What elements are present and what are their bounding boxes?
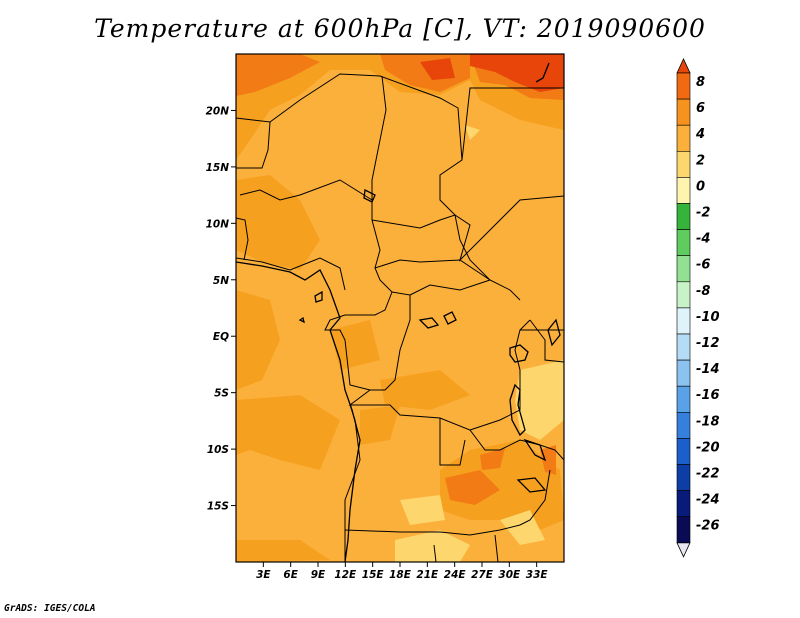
colorbar-top-arrow (676, 58, 691, 74)
lon-tick-label: 21E (416, 569, 439, 581)
colorbar-label: -18 (696, 414, 720, 429)
colorbar-label: 8 (696, 75, 705, 90)
colorbar-segment (676, 464, 691, 491)
colorbar-label: -14 (696, 362, 720, 377)
colorbar-label: 0 (696, 179, 705, 194)
lon-tick-label: 27E (471, 569, 494, 581)
lat-tick-label: 5S (214, 388, 229, 400)
lon-tick-label: 9E (311, 569, 326, 581)
lat-tick-label: 20N (206, 105, 230, 117)
colorbar-segment (676, 385, 691, 413)
colorbar-label: -2 (696, 206, 710, 221)
colorbar: 8 6 4 2 0 -2 -4 -6 -8 -10 -12 -14 -16 -18 -20 -22 -24 -26 (676, 58, 720, 558)
colorbar-label: -6 (696, 258, 710, 273)
colorbar-segment (676, 307, 691, 335)
country-boundaries (236, 73, 564, 562)
colorbar-segment (676, 490, 691, 518)
coastline (236, 62, 561, 562)
lat-tick-label: 15S (207, 501, 229, 513)
colorbar-label: 2 (696, 153, 705, 168)
colorbar-segment (676, 177, 691, 204)
lat-tick-label: EQ (213, 331, 229, 343)
colorbar-bottom-arrow (676, 542, 691, 558)
lon-tick-label: 15E (362, 569, 385, 581)
latitude-axis: 20N 15N 10N 5N EQ 5S 10S 15S (206, 105, 236, 513)
colorbar-segment (676, 411, 691, 439)
colorbar-segment (676, 281, 691, 309)
colorbar-label: 6 (696, 101, 705, 116)
colorbar-segment (676, 203, 691, 230)
colorbar-segment (676, 229, 691, 257)
colorbar-label: -24 (696, 493, 720, 508)
colorbar-segment (676, 333, 691, 361)
lon-tick-label: 3E (256, 569, 271, 581)
colorbar-segment (676, 516, 691, 544)
lon-tick-label: 30E (498, 569, 521, 581)
colorbar-label: 4 (695, 127, 705, 142)
lat-tick-label: 10S (207, 444, 229, 456)
colorbar-label: -20 (696, 440, 720, 455)
map-title: Temperature at 600hPa [C], VT: 201909060… (94, 14, 706, 43)
lon-tick-label: 6E (283, 569, 298, 581)
colorbar-segment (676, 255, 691, 283)
colorbar-label: -22 (696, 467, 720, 482)
colorbar-label: -12 (696, 336, 720, 351)
longitude-axis: 3E 6E 9E 12E 15E 18E 21E 24E 27E 30E 33E (256, 562, 548, 581)
colorbar-label: -8 (696, 284, 710, 299)
field-minus2to0 (395, 125, 564, 562)
colorbar-segment (676, 72, 691, 100)
colorbar-label: -10 (696, 310, 720, 325)
grads-credit: GrADS: IGES/COLA (4, 603, 96, 614)
lon-tick-label: 24E (444, 569, 467, 581)
lon-tick-label: 18E (389, 569, 412, 581)
colorbar-segment (676, 124, 691, 152)
lat-tick-label: 5N (213, 275, 229, 287)
colorbar-segment (676, 151, 691, 178)
temperature-field (236, 54, 564, 562)
lon-tick-label: 33E (526, 569, 549, 581)
colorbar-segment (676, 359, 691, 387)
lat-tick-label: 15N (206, 162, 230, 174)
colorbar-label: -16 (696, 388, 720, 403)
lat-tick-label: 10N (206, 218, 230, 230)
colorbar-segment (676, 98, 691, 126)
lon-tick-label: 12E (334, 569, 357, 581)
field-6to8 (420, 54, 564, 92)
colorbar-segment (676, 438, 691, 465)
colorbar-label: -26 (696, 519, 720, 534)
colorbar-label: -4 (696, 232, 710, 247)
